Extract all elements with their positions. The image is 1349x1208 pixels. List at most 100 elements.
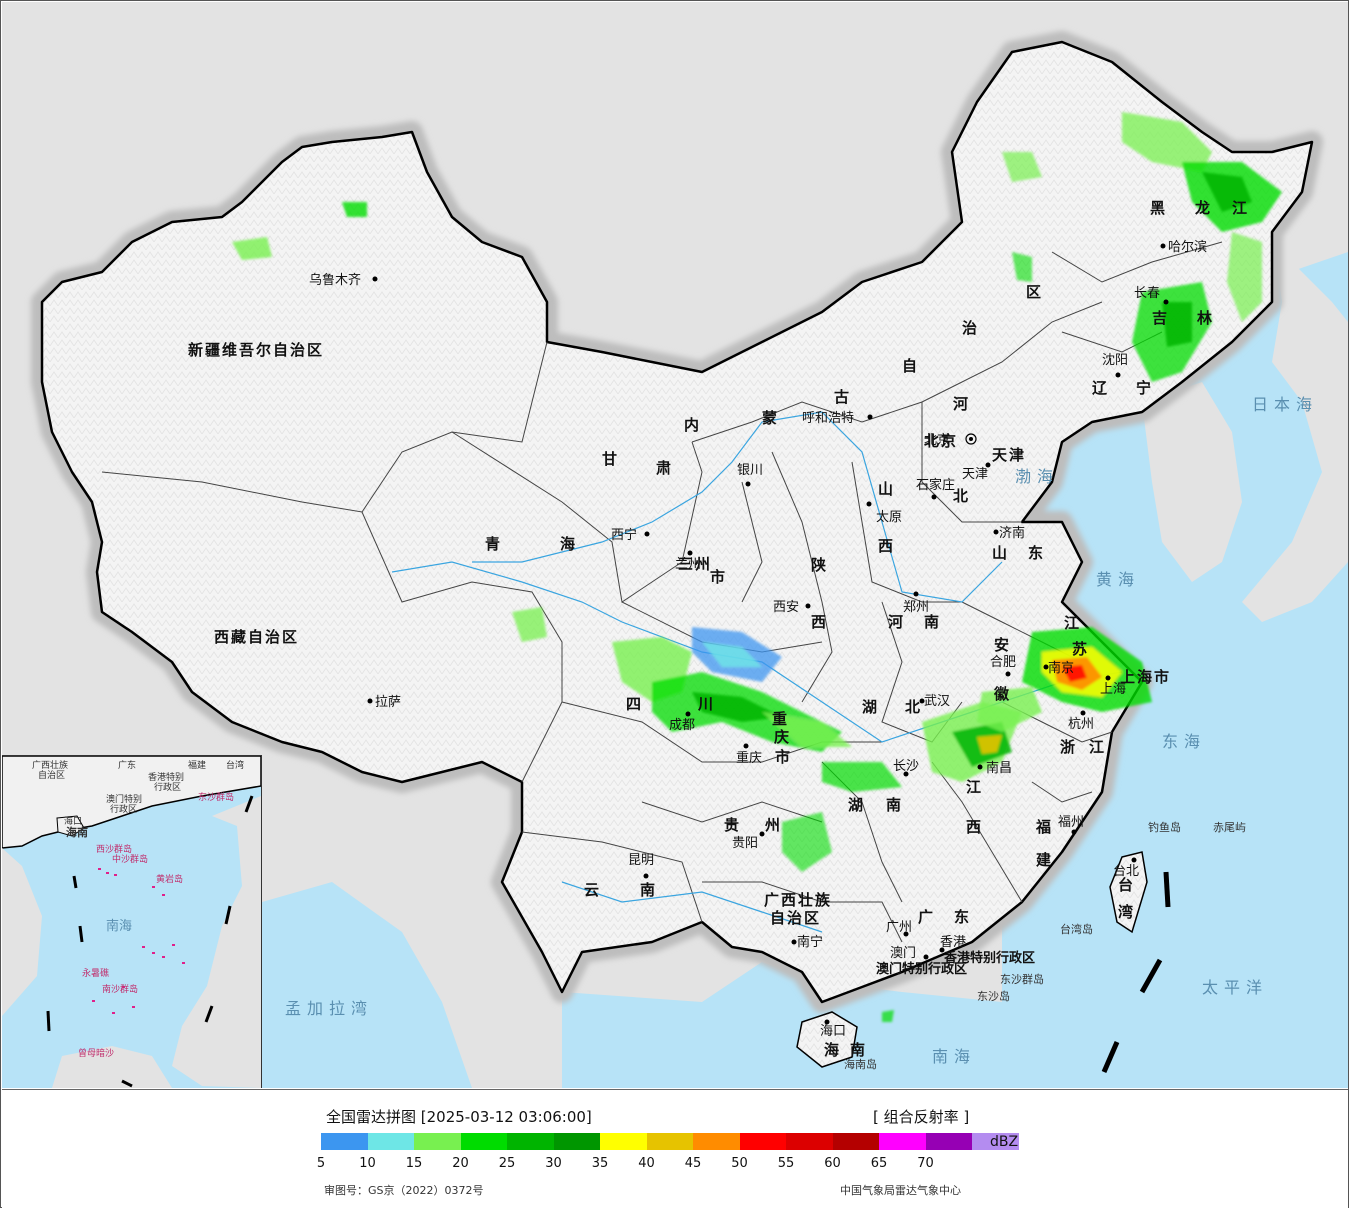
city-label: 天津 [962, 467, 988, 482]
inset-borneo [52, 1046, 172, 1088]
province-label: 西 [966, 818, 983, 836]
color-scale-tick: 5 [316, 1156, 326, 1171]
island-label: 台湾岛 [1060, 922, 1093, 936]
province-label: 林 [1197, 309, 1214, 327]
sea-label: 孟加拉湾 [285, 999, 373, 1018]
province-label: 内 [684, 416, 701, 434]
inset-label: 南海 [106, 918, 132, 934]
inset-label: 永暑礁 [82, 967, 109, 979]
city-label: 北京 [924, 433, 950, 448]
province-label: 河 [888, 613, 905, 631]
color-scale-tick: 35 [591, 1156, 609, 1171]
color-scale-cell [507, 1133, 554, 1150]
island-label: 东沙群岛 [1000, 972, 1044, 986]
china-radar-map-svg: 新疆维吾尔自治区 西藏自治区 青 海 甘 肃 内 蒙 古 自 治 区 黑 龙 江… [31, 31, 1348, 1088]
color-scale-tick: 20 [452, 1156, 469, 1171]
province-label: 苏 [1072, 640, 1089, 658]
city-label: 成都 [669, 718, 695, 733]
boundary-dashes [1101, 871, 1171, 1073]
sea-label: 南海 [932, 1047, 976, 1066]
province-label: 南 [850, 1041, 867, 1059]
city-label: 石家庄 [916, 477, 955, 493]
province-label: 区 [1026, 283, 1043, 301]
province-label: 三州 [678, 555, 712, 573]
city-label: 南京 [1048, 660, 1074, 676]
city-label: 广州 [886, 920, 912, 935]
island-label: 钓鱼岛 [1148, 820, 1181, 834]
province-label: 蒙 [762, 409, 779, 427]
province-label: 重 [772, 710, 789, 728]
province-label: 北 [905, 698, 922, 716]
province-label: 宁 [1136, 379, 1153, 397]
province-label: 浙 [1060, 738, 1077, 756]
color-scale-bar [321, 1133, 1019, 1150]
city-label: 重庆 [736, 750, 762, 766]
province-label: 南 [886, 796, 903, 814]
province-label: 陕 [811, 556, 828, 574]
province-label: 福 [1035, 818, 1053, 836]
sea-label: 太平洋 [1202, 978, 1268, 997]
province-label: 徽 [993, 685, 1011, 703]
color-scale-cell [367, 1133, 414, 1150]
province-label: 广 [918, 908, 935, 926]
korea-land [1142, 382, 1242, 582]
province-label: 黑 [1150, 199, 1167, 217]
review-number: 审图号：GS京（2022）0372号 [324, 1184, 484, 1197]
color-scale-cell [786, 1133, 833, 1150]
inset-map-svg: 广西壮族 自治区 广东 福建 台湾 香港特别 行政区 澳门特别 行政区 东沙群岛… [2, 756, 261, 1088]
inset-label: 行政区 [110, 803, 137, 815]
inset-label: 香港特别 [148, 771, 184, 783]
province-label: 西藏自治区 [214, 628, 299, 646]
color-scale-cell [879, 1133, 926, 1150]
color-scale-cell [600, 1133, 647, 1150]
sea-area-south [562, 962, 1002, 1088]
color-scale-cell [321, 1133, 368, 1150]
sea-label: 东海 [1162, 732, 1206, 751]
color-scale-cell [460, 1133, 507, 1150]
city-label: 杭州 [1068, 717, 1094, 732]
province-label: 江 [966, 778, 983, 796]
province-label: 青 [485, 535, 502, 553]
source-label: 中国气象局雷达气象中心 [840, 1184, 961, 1197]
province-label: 庆 [774, 728, 791, 746]
province-label: 海 [560, 535, 577, 553]
color-scale-cell [832, 1133, 879, 1150]
province-label: 台 [1118, 876, 1135, 894]
province-label: 龙 [1194, 199, 1212, 217]
inset-label: 行政区 [154, 781, 181, 793]
province-label: 自 [902, 357, 919, 375]
province-label: 新疆维吾尔自治区 [188, 341, 324, 359]
inset-hainan [56, 815, 85, 837]
color-scale-tick: 70 [917, 1156, 934, 1171]
sea-labels: 日本海 渤海 黄海 东海 太平洋 南海 孟加拉湾 [285, 395, 1318, 1066]
province-label: 自治区 [770, 909, 821, 927]
bay-of-bengal [262, 882, 472, 1088]
city-label: 长沙 [893, 759, 919, 774]
sea-label: 日本海 [1252, 395, 1318, 414]
province-label: 市 [775, 748, 792, 766]
hainan-island [796, 1011, 858, 1068]
city-label: 沈阳 [1102, 353, 1128, 368]
unit-label: dBZ [990, 1134, 1019, 1150]
island-labels: 钓鱼岛 赤尾屿 台湾岛 东沙群岛 东沙岛 海南岛 香港特别行政区 澳门特别行政区 [844, 820, 1246, 1071]
city-label: 兰州 [675, 557, 701, 572]
province-label: 安 [994, 636, 1011, 654]
province-label: 辽 [1092, 379, 1109, 397]
color-scale-tick: 60 [824, 1156, 841, 1171]
color-scale-tick: 40 [638, 1156, 655, 1171]
province-label: 川 [697, 695, 715, 713]
hk-sar-label: 香港特别行政区 [943, 950, 1035, 966]
inset-philippines [172, 796, 261, 1088]
province-label: 建 [1036, 851, 1053, 869]
city-label: 上海 [1100, 682, 1126, 697]
city-label: 福州 [1058, 815, 1084, 830]
inset-islands-dots [92, 868, 185, 1014]
color-scale-tick: 10 [359, 1156, 376, 1171]
province-label: 天津 [992, 446, 1026, 464]
inset-vietnam [2, 848, 42, 1016]
province-label: 北京 [924, 432, 958, 450]
sea-label: 渤海 [1015, 467, 1059, 486]
inset-dashes [46, 795, 254, 1088]
island-label: 赤尾屿 [1213, 821, 1246, 834]
